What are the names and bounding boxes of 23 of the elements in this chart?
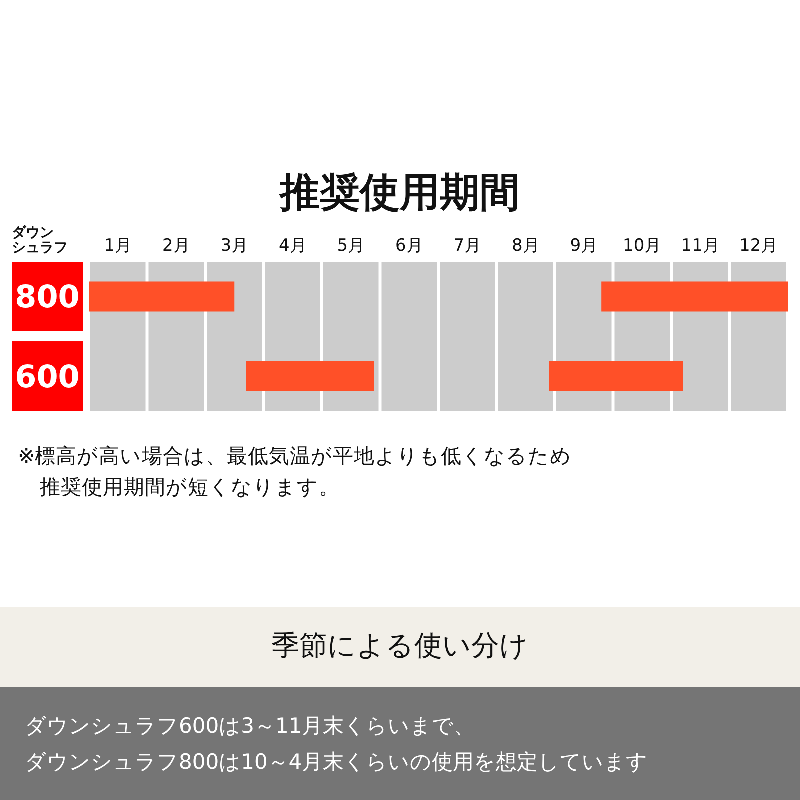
x-tick-label: 4月 bbox=[278, 236, 307, 256]
y-tick-label: 600 bbox=[15, 359, 80, 396]
x-tick-label: 2月 bbox=[162, 236, 190, 256]
bar bbox=[246, 361, 374, 392]
y-axis-title: ダウンシュラフ bbox=[12, 225, 68, 256]
x-tick-label: 6月 bbox=[395, 236, 424, 256]
text: 季節による使い分け bbox=[272, 629, 528, 662]
x-tick-label: 3月 bbox=[220, 236, 249, 256]
y-tick-label: 800 bbox=[15, 280, 80, 316]
bar bbox=[549, 361, 684, 392]
x-tick-label: 7月 bbox=[454, 236, 482, 256]
x-tick-label: 5月 bbox=[337, 236, 366, 256]
text: ※標高が高い場合は、最低気温が平地よりも低くなるため推奨使用期間が短くなります。 bbox=[18, 444, 572, 499]
x-tick-label: 11月 bbox=[681, 236, 720, 256]
bar bbox=[89, 282, 235, 312]
x-tick-label: 12月 bbox=[740, 236, 778, 256]
x-tick-label: 1月 bbox=[104, 236, 132, 256]
text: ダウンシュラフ600は3～11月末くらいまで、ダウンシュラフ800は10～4月末くらいの使用を想定しています bbox=[25, 714, 648, 774]
chart-title: 推奨使用期間 bbox=[279, 170, 520, 216]
bar bbox=[602, 282, 788, 312]
x-tick-label: 8月 bbox=[512, 236, 540, 256]
x-tick-label: 9月 bbox=[570, 236, 598, 256]
x-tick-label: 10月 bbox=[623, 236, 662, 256]
